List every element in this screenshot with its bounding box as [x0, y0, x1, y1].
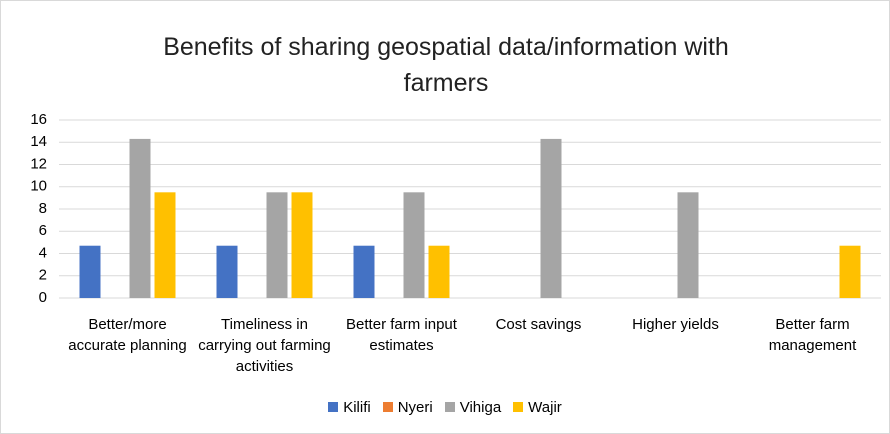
bar — [353, 245, 375, 298]
bar — [403, 192, 425, 298]
y-tick-label: 8 — [39, 200, 47, 217]
x-tick-label: Better farm input estimates — [346, 316, 457, 354]
legend-swatch — [382, 402, 393, 412]
legend-item: Wajir — [513, 399, 562, 416]
legend-item: Vihiga — [444, 399, 502, 416]
legend-label: Nyeri — [397, 399, 433, 416]
chart-title: Benefits of sharing geospatial data/info… — [163, 33, 729, 97]
bar — [839, 245, 861, 298]
bar — [540, 138, 562, 298]
y-tick-label: 2 — [39, 267, 47, 284]
y-tick-label: 10 — [30, 178, 47, 195]
legend-swatch — [444, 402, 455, 412]
bar — [291, 192, 313, 298]
y-tick-label: 12 — [30, 155, 47, 172]
bar — [266, 192, 288, 298]
bar — [428, 245, 450, 298]
y-tick-label: 4 — [39, 244, 47, 261]
bar — [154, 192, 176, 298]
x-tick-label: Better farm management — [768, 316, 857, 354]
y-tick-label: 14 — [30, 133, 47, 150]
x-tick-label: Higher yields — [632, 316, 719, 333]
y-tick-label: 6 — [39, 222, 47, 239]
legend-swatch — [328, 402, 339, 412]
y-tick-label: 16 — [30, 111, 47, 128]
legend-label: Wajir — [528, 399, 562, 416]
bar — [677, 192, 699, 298]
legend: Kilifi Nyeri Vihiga Wajir — [1, 399, 889, 416]
legend-label: Vihiga — [459, 399, 502, 416]
legend-swatch — [513, 402, 524, 412]
x-tick-label: Better/more accurate planning — [68, 316, 187, 354]
y-tick-label: 0 — [39, 289, 47, 306]
bar — [129, 138, 151, 298]
x-tick-label: Timeliness in carrying out farming activ… — [198, 316, 331, 375]
x-tick-label: Cost savings — [495, 316, 582, 333]
legend-label: Kilifi — [343, 399, 371, 416]
bar — [216, 245, 238, 298]
legend-item: Nyeri — [382, 399, 433, 416]
bar — [79, 245, 101, 298]
legend-item: Kilifi — [328, 399, 371, 416]
